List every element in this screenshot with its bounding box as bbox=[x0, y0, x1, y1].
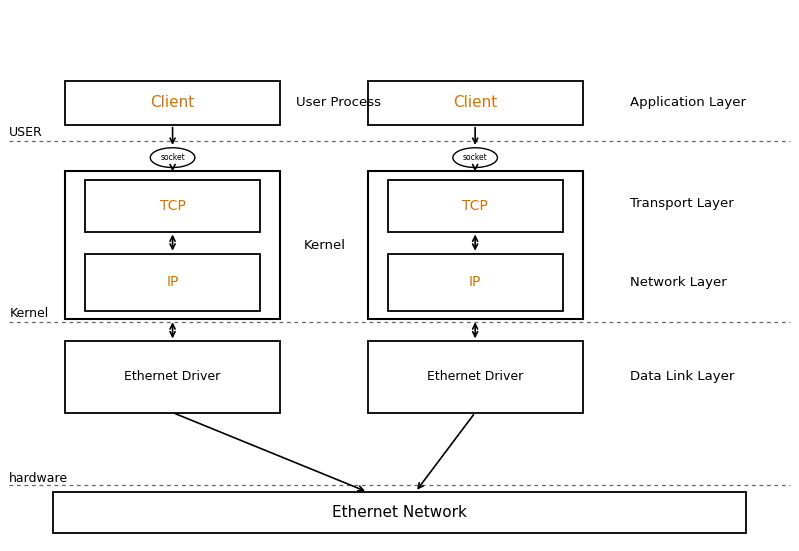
Text: Ethernet Driver: Ethernet Driver bbox=[125, 370, 221, 383]
Text: socket: socket bbox=[463, 153, 487, 162]
Text: USER: USER bbox=[10, 127, 43, 139]
Text: Transport Layer: Transport Layer bbox=[630, 197, 734, 209]
Text: Ethernet Driver: Ethernet Driver bbox=[427, 370, 523, 383]
Text: Application Layer: Application Layer bbox=[630, 96, 746, 109]
Ellipse shape bbox=[453, 148, 498, 168]
FancyBboxPatch shape bbox=[368, 171, 582, 320]
Text: IP: IP bbox=[469, 276, 481, 289]
Text: hardware: hardware bbox=[10, 472, 69, 485]
Text: Data Link Layer: Data Link Layer bbox=[630, 370, 735, 383]
FancyBboxPatch shape bbox=[368, 341, 582, 413]
Text: socket: socket bbox=[161, 153, 185, 162]
Text: Kernel: Kernel bbox=[10, 307, 49, 320]
FancyBboxPatch shape bbox=[368, 81, 582, 125]
Text: User Process: User Process bbox=[296, 96, 381, 109]
FancyBboxPatch shape bbox=[65, 341, 280, 413]
FancyBboxPatch shape bbox=[388, 253, 562, 311]
Ellipse shape bbox=[150, 148, 195, 168]
FancyBboxPatch shape bbox=[65, 171, 280, 320]
Text: Client: Client bbox=[150, 95, 195, 110]
Text: TCP: TCP bbox=[462, 198, 488, 213]
Text: Ethernet Network: Ethernet Network bbox=[332, 505, 467, 520]
Text: Kernel: Kernel bbox=[304, 239, 346, 252]
Text: Client: Client bbox=[453, 95, 497, 110]
Text: Network Layer: Network Layer bbox=[630, 276, 727, 289]
FancyBboxPatch shape bbox=[85, 180, 260, 231]
FancyBboxPatch shape bbox=[85, 253, 260, 311]
Text: TCP: TCP bbox=[160, 198, 185, 213]
FancyBboxPatch shape bbox=[388, 180, 562, 231]
FancyBboxPatch shape bbox=[54, 492, 745, 533]
FancyBboxPatch shape bbox=[65, 81, 280, 125]
Text: IP: IP bbox=[166, 276, 179, 289]
